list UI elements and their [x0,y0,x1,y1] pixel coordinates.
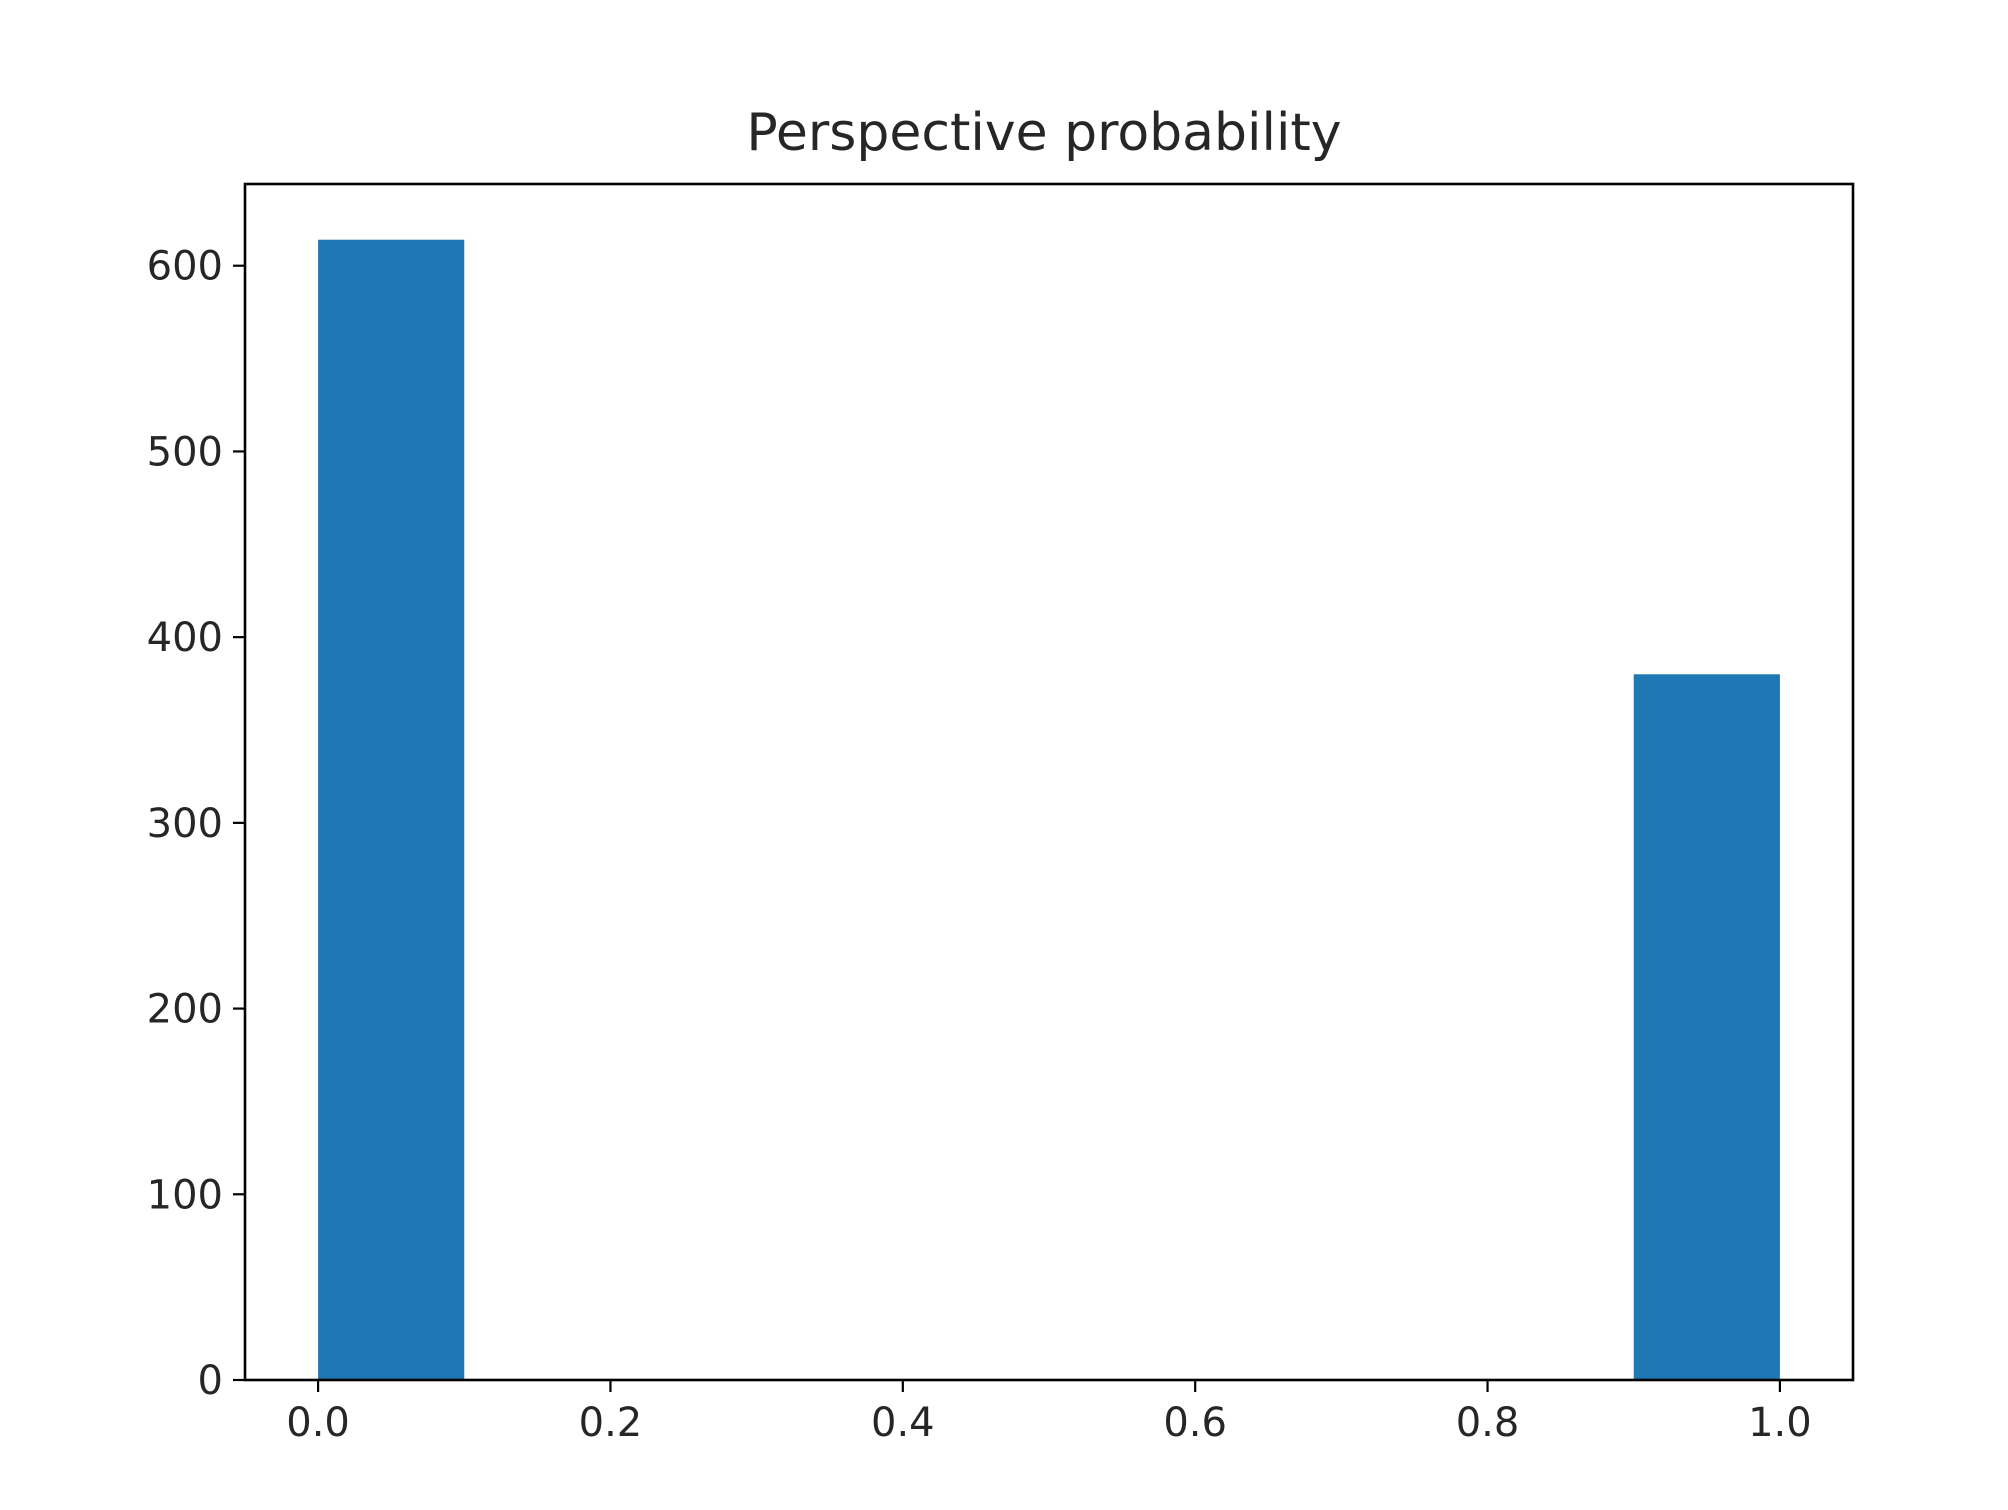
plot-frame [243,182,1855,1382]
x-tick-label: 0.2 [579,1400,643,1446]
axes-layer: 0.0 0.2 0.4 0.6 0.8 1.0 0 100 200 300 400 500 600 [147,182,1855,1446]
histogram-bar [318,239,465,1381]
bars-layer [318,239,1780,1381]
x-tick-label: 0.6 [1163,1400,1227,1446]
y-tick-label: 100 [147,1172,223,1218]
y-tick-label: 400 [147,615,223,661]
x-tick-label: 1.0 [1748,1400,1812,1446]
y-tick-label: 200 [147,987,223,1033]
y-tick-label: 600 [147,244,223,290]
x-tick-label: 0.8 [1456,1400,1520,1446]
x-tick-label: 0.0 [286,1400,350,1446]
y-tick-label: 300 [147,801,223,847]
y-tick-label: 500 [147,429,223,475]
x-tick-label: 0.4 [871,1400,935,1446]
chart-title: Perspective probability [746,103,1341,163]
y-tick-label: 0 [198,1358,223,1404]
histogram-bar [1633,674,1780,1380]
